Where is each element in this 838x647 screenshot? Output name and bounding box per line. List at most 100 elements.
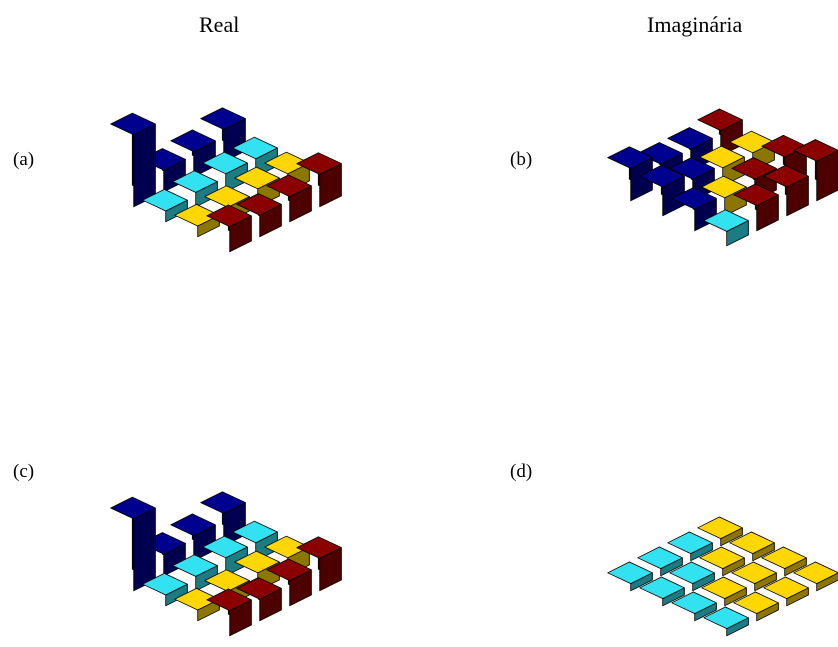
bar-top-face [639,576,685,599]
bar-side-face [133,507,156,592]
bar-r4-c3 [761,546,807,577]
panel-d-bars [607,516,838,637]
bar-top-face [701,175,747,199]
bar-top-face [703,606,749,629]
bar-top-face [699,546,745,569]
bar-top-face [110,112,156,136]
bar-top-face [200,491,246,514]
imaginary-column-title: Imaginária [647,12,743,37]
bar-r3-c4 [763,576,809,607]
bar-top-face [639,164,685,188]
bar-top-face [236,577,282,600]
bar-r2-c2 [669,157,715,202]
bar-r3-c4 [266,174,312,223]
bar-r3-c4 [763,164,809,217]
bar-r1-c3 [671,591,717,622]
bar-top-face [202,535,248,559]
bar-r4-c1 [697,516,743,547]
bar-side-face [133,123,156,208]
bar-top-face [667,127,713,150]
bar-r2-c1 [637,546,683,577]
bar-top-face [202,151,248,175]
bar-top-face [793,561,838,584]
panel-c-bars [110,491,342,637]
bar-top-face [234,166,280,190]
bar-top-face [669,157,715,180]
panel-b-label: (b) [510,149,533,170]
real-column-title: Real [199,12,240,37]
bar-r2-c4 [733,183,779,232]
bar-top-face [703,209,749,232]
bar-r1-c1 [110,496,156,592]
panel-b-bars [607,108,838,247]
bar-top-face [266,558,312,581]
bar-r2-c4 [236,577,282,622]
bar-r4-c4 [793,139,838,202]
bar-top-face [170,129,216,153]
bar-top-face [607,561,653,584]
bar-top-face [793,139,838,162]
bar-r2-c2 [669,561,715,592]
bar-top-face [669,561,715,584]
bar-r2-c4 [236,193,282,238]
bar-r4-c4 [296,152,342,208]
bar-top-face [200,107,246,130]
bar-top-face [266,174,312,198]
panel-a-bars [110,107,342,253]
panel-c-label: (c) [13,461,35,482]
bar-r4-c4 [793,561,838,592]
bar-r1-c2 [639,576,685,607]
bar-r3-c2 [699,546,745,577]
bar-r4-c4 [296,536,342,592]
bar-r1-c2 [142,188,188,223]
bar-top-face [637,142,683,165]
bar-top-face [763,576,809,599]
bar-top-face [172,554,218,577]
bar-top-face [296,152,342,175]
bar-top-face [729,531,775,554]
bar-top-face [731,157,777,180]
bar-top-face [697,516,743,539]
bar-r3-c1 [170,513,216,562]
bar-top-face [671,187,717,210]
bar-top-face [733,591,779,614]
bar-r2-c2 [172,170,218,208]
bar-top-face [763,164,809,188]
bar-r1-c2 [142,573,188,607]
bar-r3-c1 [667,531,713,562]
bar-top-face [204,185,250,208]
bar-top-face [607,146,653,169]
bar-top-face [170,513,216,536]
bar-r4-c2 [729,531,775,562]
bar-top-face [234,550,280,574]
bar-top-face [296,536,342,559]
bar-top-face [206,588,252,611]
bar-r1-c4 [206,204,252,253]
bar-r1-c3 [671,187,717,232]
bar-top-face [733,183,779,207]
panel-a-label: (a) [13,149,35,170]
bar-top-face [671,591,717,614]
bar-top-face [761,546,807,569]
bar-top-face [236,193,282,216]
bar-top-face [232,520,278,544]
bar-r3-c4 [266,558,312,607]
bar-top-face [204,569,250,592]
bar-top-face [142,573,188,596]
bar-r1-c4 [703,606,749,637]
bar-r3-c3 [731,561,777,592]
bar-top-face [232,136,278,160]
bar-r1-c1 [607,561,653,592]
bar-top-face [206,204,252,228]
bar-top-face [172,170,218,193]
bar-top-face [110,496,156,520]
bar-top-face [697,108,743,132]
bar-r1-c4 [703,209,749,247]
bar-r2-c3 [701,576,747,607]
bar-top-face [637,546,683,569]
bar-r2-c4 [733,591,779,622]
bar-r4-c1 [697,108,743,157]
panel-d-label: (d) [510,461,533,482]
bar-r4-c1 [200,107,246,163]
